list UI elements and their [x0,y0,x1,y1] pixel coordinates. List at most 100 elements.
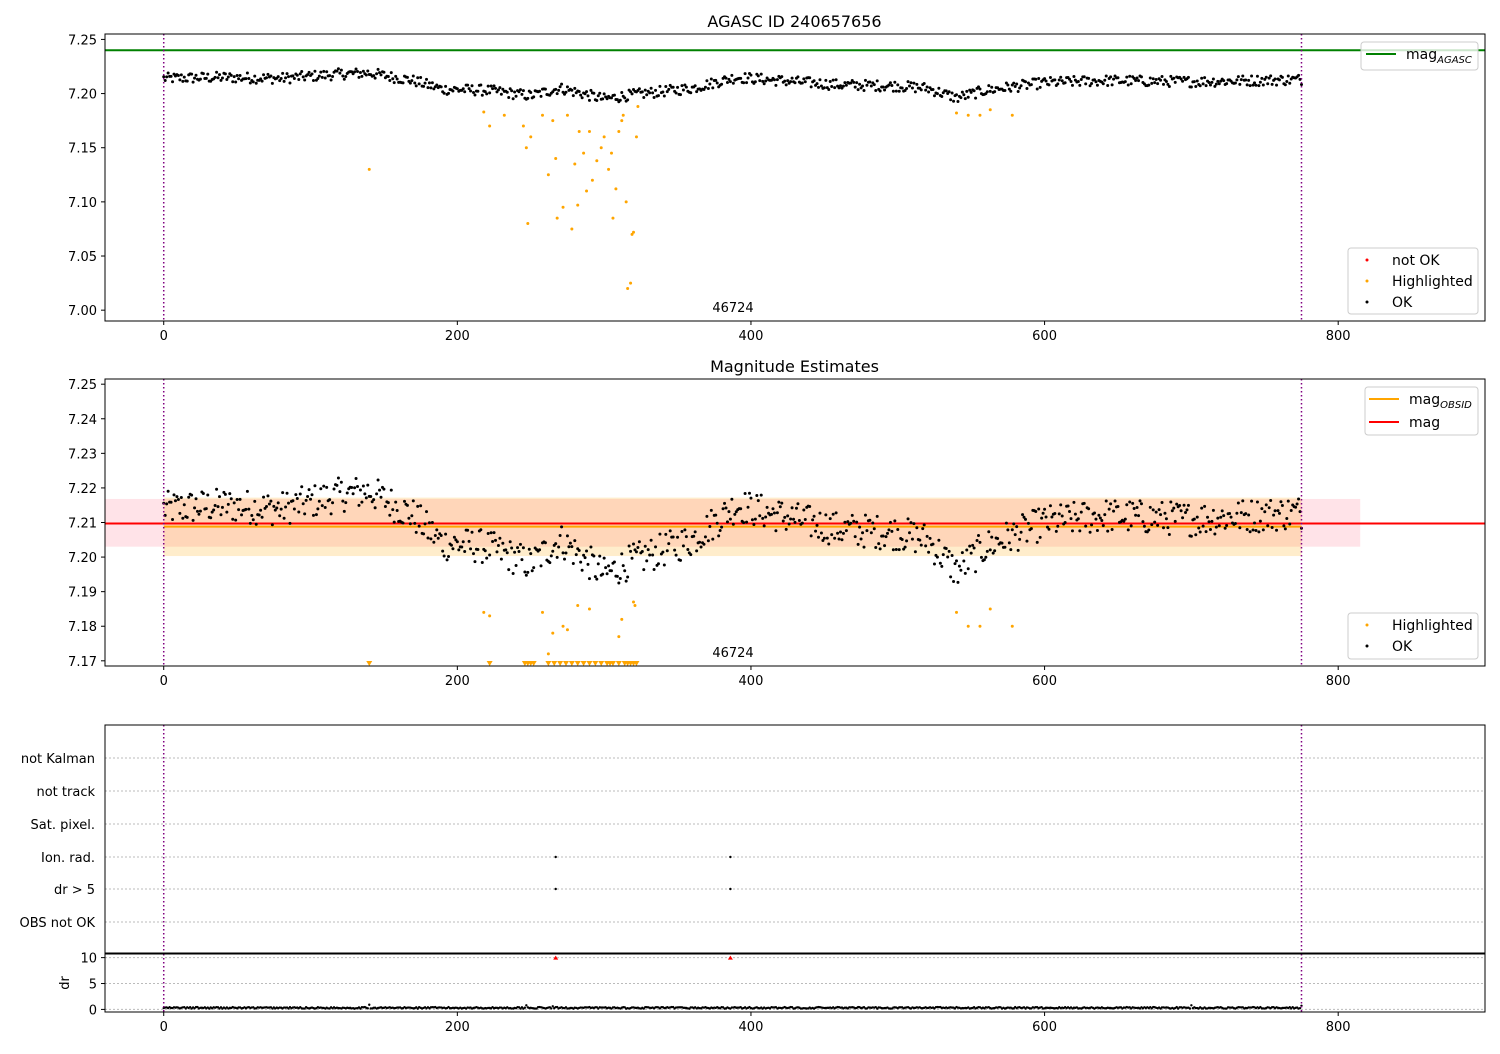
ok-point [874,545,878,549]
ok-point [844,529,848,533]
ok-point [778,505,782,509]
ok-point [521,89,525,93]
ok-point [1257,84,1261,88]
ok-point [822,536,826,540]
ok-point [853,535,857,539]
ok-point [695,549,699,553]
ok-point [935,92,939,96]
legend-label-highlighted: Highlighted [1392,618,1473,634]
ok-point [858,525,862,529]
ok-point [1012,81,1016,85]
ok-point [568,541,572,545]
highlighted-point [587,607,591,611]
ok-point [956,580,960,584]
highlighted-point [978,624,982,628]
ok-point [841,84,845,88]
ok-point [932,562,936,566]
ok-point [551,549,555,553]
ok-point [253,74,257,78]
ok-point [1198,84,1202,88]
ok-point [345,491,349,495]
ok-point [254,522,258,526]
ok-point [292,77,296,81]
ok-point [910,537,914,541]
ok-point [451,547,455,551]
ok-point [1069,80,1073,84]
ok-point [1015,82,1019,86]
ok-point [209,516,213,520]
ok-point [840,538,844,542]
ok-point [1035,540,1039,544]
ok-point [353,70,357,74]
ok-point [577,549,581,553]
ok-point [772,511,776,515]
highlighted-point [561,624,565,628]
ok-point [366,69,370,73]
ok-point [389,71,393,75]
ok-point [988,548,992,552]
ok-point [225,510,229,514]
ok-point [965,548,969,552]
ok-point [1147,83,1151,87]
ok-point [950,553,954,557]
ok-point [1019,530,1023,534]
ok-point [419,76,423,80]
highlighted-point [576,203,580,207]
highlighted-point [614,187,618,191]
highlighted-point [1010,624,1014,628]
highlighted-point [607,167,611,171]
ok-point [582,553,586,557]
dr-point [188,1005,192,1009]
panel1-x-tick-label: 400 [739,329,764,344]
ok-point [816,85,820,89]
ok-point [574,553,578,557]
ok-point [310,493,314,497]
ok-point [1213,84,1217,88]
ok-point [311,79,315,83]
ok-point [445,558,449,562]
ok-point [1173,519,1177,523]
ok-point [489,84,493,88]
ok-point [662,563,666,567]
ok-point [624,579,628,583]
ok-point [802,77,806,81]
ok-point [856,542,860,546]
ok-point [780,75,784,79]
ok-point [423,522,427,526]
ok-point [313,69,317,73]
ok-point [206,493,210,497]
ok-point [251,518,255,522]
ok-point [558,85,562,89]
ok-point [455,87,459,91]
clipped-highlighted-marker [586,661,593,666]
ok-point [828,517,832,521]
panel2-y-tick-label: 7.19 [68,586,97,601]
highlighted-point [632,600,636,604]
ok-point [300,70,304,74]
ok-point [316,76,320,80]
ok-point [427,521,431,525]
ok-point [915,82,919,86]
ok-point [425,510,429,514]
ok-point [1123,517,1127,521]
ok-point [720,525,724,529]
ok-point [1189,85,1193,89]
ok-point [342,509,346,513]
highlighted-point [624,200,628,204]
ok-point [532,566,536,570]
ok-point [1123,80,1127,84]
ok-point [1178,504,1182,508]
ok-point [849,521,853,525]
ok-point [1131,501,1135,505]
ok-point [563,557,567,561]
ok-point [676,85,680,89]
panel1-x-tick-label: 600 [1032,329,1057,344]
ok-point [215,70,219,74]
panel4-y-tick-label: 5 [89,978,97,993]
ok-point [932,94,936,98]
ok-point [204,76,208,80]
highlighted-point [954,610,958,614]
ok-point [1182,503,1186,507]
ok-point [565,85,569,89]
ok-point [664,532,668,536]
